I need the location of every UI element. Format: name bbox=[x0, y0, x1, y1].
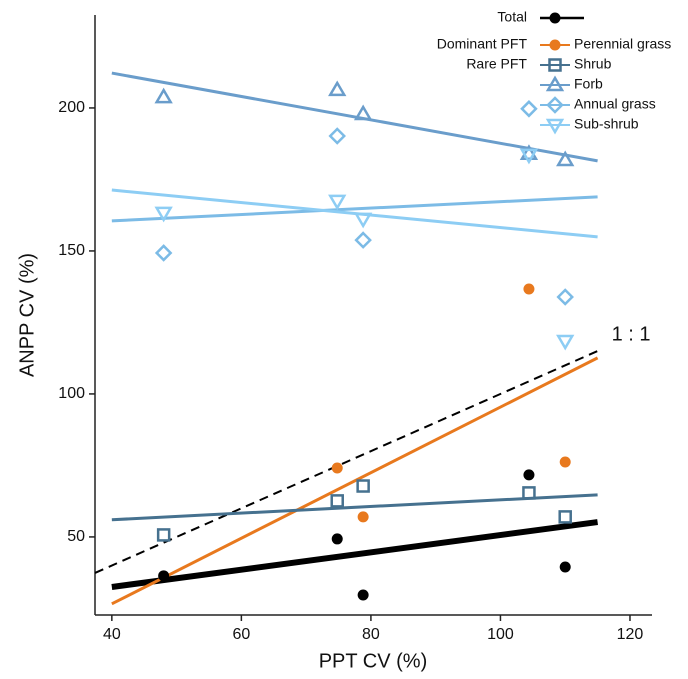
x-axis-label: PPT CV (%) bbox=[319, 650, 428, 672]
fit-line bbox=[111, 71, 598, 163]
marker bbox=[522, 486, 536, 500]
marker bbox=[356, 479, 370, 493]
marker bbox=[556, 288, 574, 306]
marker bbox=[154, 87, 173, 104]
marker bbox=[559, 561, 571, 573]
marker bbox=[328, 80, 347, 97]
x-tick-label: 60 bbox=[232, 626, 250, 643]
marker bbox=[545, 118, 565, 135]
marker bbox=[353, 104, 373, 121]
x-tick-label: 80 bbox=[362, 626, 380, 643]
marker bbox=[548, 58, 562, 72]
marker bbox=[558, 510, 572, 524]
marker bbox=[154, 244, 173, 262]
marker bbox=[357, 511, 369, 523]
marker bbox=[154, 206, 173, 223]
marker bbox=[330, 494, 344, 508]
y-tick-label: 200 bbox=[58, 99, 85, 116]
legend-label: Annual grass bbox=[574, 96, 656, 112]
marker bbox=[353, 212, 373, 229]
y-tick-label: 150 bbox=[58, 242, 85, 259]
marker bbox=[523, 283, 535, 295]
y-tick-label: 100 bbox=[58, 385, 85, 402]
marker bbox=[556, 334, 575, 351]
marker bbox=[331, 533, 343, 545]
marker bbox=[328, 194, 347, 211]
legend-group: Total bbox=[497, 9, 527, 25]
marker bbox=[328, 127, 346, 145]
marker bbox=[158, 570, 170, 582]
legend-group: Rare PFT bbox=[466, 56, 527, 72]
y-tick-label: 50 bbox=[67, 528, 85, 545]
marker bbox=[545, 75, 565, 92]
marker bbox=[519, 144, 539, 160]
x-tick-label: 100 bbox=[487, 626, 514, 643]
marker bbox=[331, 462, 343, 474]
marker bbox=[357, 589, 369, 601]
marker bbox=[354, 231, 372, 249]
legend-group: Dominant PFT bbox=[437, 36, 528, 52]
marker bbox=[549, 39, 561, 51]
x-tick-label: 40 bbox=[103, 626, 121, 643]
marker bbox=[519, 148, 539, 165]
marker bbox=[156, 528, 171, 542]
legend-label: Sub-shrub bbox=[574, 116, 639, 132]
reference-label: 1 : 1 bbox=[612, 323, 651, 345]
marker bbox=[523, 469, 535, 481]
fit-line bbox=[111, 195, 598, 223]
fit-line bbox=[111, 519, 598, 590]
marker bbox=[549, 12, 561, 24]
y-axis-label: ANPP CV (%) bbox=[16, 253, 38, 377]
legend-label: Forb bbox=[574, 76, 603, 92]
marker bbox=[556, 150, 575, 167]
legend-label: Shrub bbox=[574, 56, 612, 72]
fit-line bbox=[111, 356, 599, 606]
marker bbox=[559, 456, 571, 468]
legend-label: Perennial grass bbox=[574, 36, 671, 52]
fit-line bbox=[111, 493, 598, 522]
reference-line bbox=[94, 350, 598, 574]
x-tick-label: 120 bbox=[617, 626, 644, 643]
marker bbox=[520, 100, 538, 118]
marker bbox=[546, 96, 564, 114]
